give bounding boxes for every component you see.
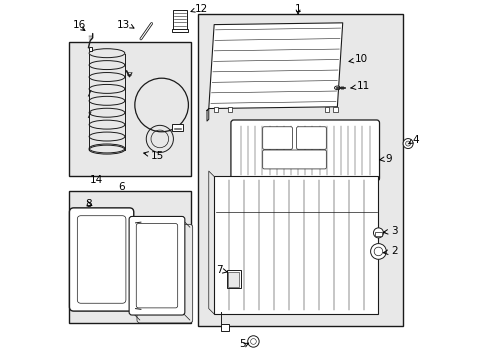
Bar bbox=[213, 107, 218, 112]
Bar bbox=[88, 47, 92, 51]
Text: 2: 2 bbox=[383, 247, 397, 256]
Text: 5: 5 bbox=[239, 339, 245, 349]
FancyBboxPatch shape bbox=[136, 224, 177, 308]
Circle shape bbox=[405, 141, 410, 146]
Bar bbox=[227, 272, 239, 287]
Circle shape bbox=[373, 247, 382, 256]
Bar bbox=[226, 270, 241, 288]
Circle shape bbox=[370, 244, 386, 259]
FancyBboxPatch shape bbox=[77, 216, 125, 303]
Bar bbox=[173, 10, 186, 30]
FancyBboxPatch shape bbox=[129, 216, 184, 315]
Text: 6: 6 bbox=[118, 182, 124, 192]
Bar bbox=[214, 176, 378, 314]
FancyBboxPatch shape bbox=[137, 224, 192, 323]
Text: 7: 7 bbox=[215, 265, 227, 275]
Text: 11: 11 bbox=[350, 81, 369, 91]
Text: 12: 12 bbox=[195, 4, 208, 14]
Text: 16: 16 bbox=[73, 19, 86, 30]
FancyBboxPatch shape bbox=[296, 127, 325, 149]
Bar bbox=[227, 107, 232, 112]
Circle shape bbox=[250, 339, 256, 344]
Bar bbox=[374, 232, 381, 236]
Bar bbox=[221, 324, 229, 331]
Polygon shape bbox=[208, 23, 342, 109]
Bar bbox=[324, 107, 328, 112]
Bar bbox=[172, 125, 183, 131]
Text: 13: 13 bbox=[117, 19, 130, 30]
Polygon shape bbox=[206, 109, 208, 121]
Bar bbox=[333, 107, 337, 112]
Text: 1: 1 bbox=[294, 4, 301, 14]
Circle shape bbox=[247, 336, 259, 347]
Circle shape bbox=[373, 228, 383, 238]
FancyBboxPatch shape bbox=[262, 127, 292, 149]
Text: 4: 4 bbox=[411, 135, 418, 145]
Bar bbox=[69, 42, 190, 176]
Text: 9: 9 bbox=[379, 154, 391, 163]
Ellipse shape bbox=[334, 86, 340, 90]
Polygon shape bbox=[208, 171, 214, 314]
FancyBboxPatch shape bbox=[69, 208, 134, 311]
Text: 15: 15 bbox=[143, 151, 164, 161]
Bar bbox=[69, 191, 190, 323]
Text: 10: 10 bbox=[348, 54, 367, 64]
Text: 3: 3 bbox=[383, 226, 397, 236]
Text: 8: 8 bbox=[85, 199, 92, 209]
Bar bbox=[198, 14, 403, 327]
FancyBboxPatch shape bbox=[230, 120, 379, 181]
Text: 14: 14 bbox=[89, 175, 102, 185]
Bar bbox=[171, 29, 188, 32]
Circle shape bbox=[402, 139, 412, 149]
FancyBboxPatch shape bbox=[262, 150, 325, 169]
